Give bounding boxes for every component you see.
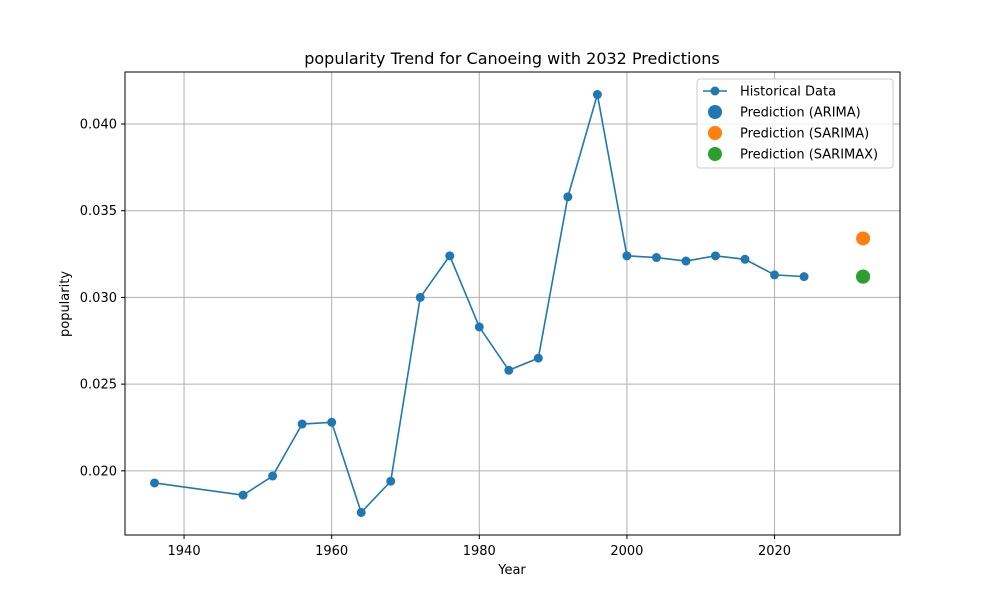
historical-data-point	[238, 490, 248, 500]
x-tick-label: 1980	[463, 544, 496, 559]
historical-data-point	[799, 272, 809, 282]
historical-data-point	[681, 256, 691, 266]
historical-data-point	[651, 253, 661, 263]
historical-data-point	[150, 478, 160, 488]
y-tick-label: 0.035	[80, 204, 117, 219]
historical-data-point	[533, 353, 543, 363]
x-axis: 1940 1960 1980 2000 2020	[168, 535, 791, 559]
historical-data-point	[268, 471, 278, 481]
y-tick-label: 0.020	[80, 464, 117, 479]
historical-data-point	[504, 365, 514, 375]
x-tick-label: 1960	[315, 544, 348, 559]
historical-data-point	[386, 476, 396, 486]
x-axis-label: Year	[497, 563, 526, 578]
legend-marker-swatch	[708, 126, 722, 140]
series-layer	[150, 90, 871, 517]
historical-data-point	[622, 251, 632, 261]
legend-marker-swatch	[708, 105, 722, 119]
legend-entry-label: Prediction (SARIMAX)	[740, 148, 878, 163]
historical-data-point	[770, 270, 780, 280]
x-tick-label: 1940	[168, 544, 201, 559]
historical-data-point	[297, 419, 307, 429]
historical-data-point	[563, 192, 573, 202]
x-tick-label: 2000	[610, 544, 643, 559]
plot-frame	[124, 71, 901, 536]
legend-entry-label: Prediction (SARIMA)	[740, 127, 869, 142]
historical-data-point	[356, 507, 366, 517]
prediction-point	[856, 231, 871, 246]
legend-entry-label: Prediction (ARIMA)	[740, 106, 861, 121]
y-tick-label: 0.030	[80, 291, 117, 306]
historical-data-point	[327, 417, 337, 427]
y-tick-label: 0.040	[80, 118, 117, 133]
historical-data-point	[740, 254, 750, 264]
prediction-point	[856, 269, 871, 284]
legend-marker-swatch	[708, 147, 722, 161]
historical-data-point	[592, 90, 602, 100]
chart-title: popularity Trend for Canoeing with 2032 …	[304, 49, 720, 68]
historical-data-point	[415, 292, 425, 302]
y-axis-label: popularity	[58, 271, 73, 337]
y-tick-label: 0.025	[80, 378, 117, 393]
y-axis: 0.020 0.025 0.030 0.035 0.040	[80, 118, 125, 479]
legend: Historical Data Prediction (ARIMA) Predict…	[696, 78, 894, 169]
legend-entry-label: Historical Data	[740, 85, 836, 100]
historical-data-point	[474, 322, 484, 332]
legend-box	[696, 78, 894, 169]
x-tick-label: 2020	[758, 544, 791, 559]
historical-data-point	[710, 251, 720, 261]
legend-marker-swatch	[710, 86, 720, 96]
historical-data-point	[445, 251, 455, 261]
